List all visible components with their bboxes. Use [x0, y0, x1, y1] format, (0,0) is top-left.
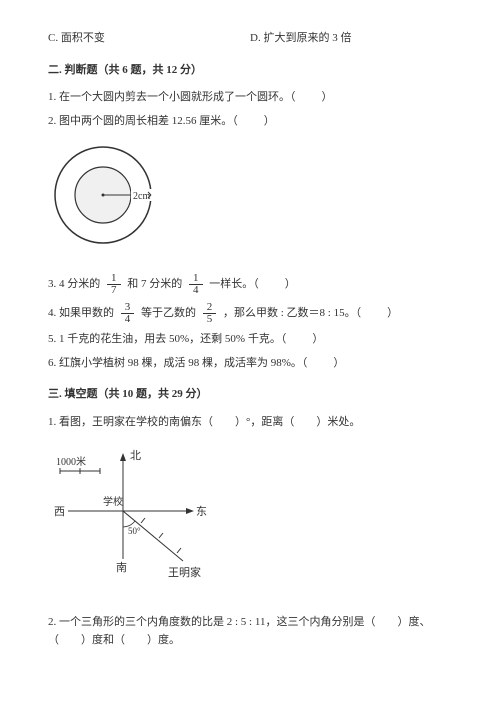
- paren-close: ）: [322, 91, 333, 103]
- section2-q3: 3. 4 分米的 17 和 7 分米的 14 一样长。（ ）: [48, 273, 452, 296]
- blank-paren: [296, 91, 322, 103]
- east-label: 东: [196, 505, 207, 518]
- angle-label: 50°: [128, 526, 141, 536]
- circle-figure: 2cm: [48, 140, 452, 257]
- section3-q1: 1. 看图，王明家在学校的南偏东（ ）°，距离（ ）米处。: [48, 414, 452, 432]
- frac-1-4: 14: [189, 273, 203, 296]
- q3b: 和 7 分米的: [127, 278, 182, 290]
- center-label: 学校: [103, 495, 123, 508]
- section2-q1: 1. 在一个大圆内剪去一个小圆就形成了一个圆环。（ ）: [48, 89, 452, 107]
- q5-text: 5. 1 千克的花生油，用去 50%，还剩 50% 千克。（: [48, 333, 286, 345]
- q4c: ，那么甲数 : 乙数＝8 : 15。（: [223, 307, 361, 319]
- target-label: 王明家: [168, 565, 201, 579]
- option-c: C. 面积不变: [48, 30, 250, 48]
- section3-title: 三. 填空题（共 10 题，共 29 分）: [48, 386, 452, 404]
- scale-label: 1000米: [56, 455, 86, 468]
- section2-q4: 4. 如果甲数的 34 等于乙数的 25 ，那么甲数 : 乙数＝8 : 15。（…: [48, 302, 452, 325]
- arrow-east: [186, 508, 194, 514]
- radius-label: 2cm: [133, 191, 150, 202]
- q2-text: 2. 图中两个圆的周长相差 12.56 厘米。（: [48, 115, 238, 127]
- direction-line: [123, 511, 183, 561]
- tick2: [159, 533, 163, 538]
- blank-paren: [361, 307, 387, 319]
- compass-figure: 1000米 北 南 东 西 学校 50° 王明家: [48, 441, 452, 598]
- q1-text: 1. 在一个大圆内剪去一个小圆就形成了一个圆环。（: [48, 91, 296, 103]
- blank-paren: [238, 115, 264, 127]
- south-label: 南: [116, 561, 127, 574]
- q3a: 3. 4 分米的: [48, 278, 100, 290]
- prev-options-row: C. 面积不变 D. 扩大到原来的 3 倍: [48, 30, 452, 48]
- north-label: 北: [130, 449, 141, 462]
- q4a: 4. 如果甲数的: [48, 307, 114, 319]
- tick1: [141, 518, 145, 523]
- circle-svg: 2cm: [48, 140, 178, 250]
- section2-q5: 5. 1 千克的花生油，用去 50%，还剩 50% 千克。（ ）: [48, 331, 452, 349]
- paren-close: ）: [264, 115, 275, 127]
- section2-title: 二. 判断题（共 6 题，共 12 分）: [48, 62, 452, 80]
- paren-close: ）: [333, 357, 344, 369]
- tick3: [177, 548, 181, 553]
- arrow-north: [120, 453, 126, 461]
- blank-paren: [307, 357, 333, 369]
- frac-3-4: 34: [121, 302, 135, 325]
- q6-text: 6. 红旗小学植树 98 棵，成活 98 棵，成活率为 98%。（: [48, 357, 307, 369]
- q3c: 一样长。（: [209, 278, 259, 290]
- section3-q2: 2. 一个三角形的三个内角度数的比是 2 : 5 : 11，这三个内角分别是（ …: [48, 614, 452, 649]
- blank-paren: [286, 333, 312, 345]
- west-label: 西: [54, 506, 65, 518]
- paren-close: ）: [285, 278, 296, 290]
- section2-q2: 2. 图中两个圆的周长相差 12.56 厘米。（ ）: [48, 113, 452, 131]
- q4b: 等于乙数的: [141, 307, 196, 319]
- frac-1-7: 17: [107, 273, 121, 296]
- paren-close: ）: [312, 333, 323, 345]
- section2-q6: 6. 红旗小学植树 98 棵，成活 98 棵，成活率为 98%。（ ）: [48, 355, 452, 373]
- frac-2-5: 25: [203, 302, 217, 325]
- paren-close: ）: [387, 307, 398, 319]
- compass-svg: 1000米 北 南 东 西 学校 50° 王明家: [48, 441, 228, 591]
- blank-paren: [259, 278, 285, 290]
- option-d: D. 扩大到原来的 3 倍: [250, 30, 452, 48]
